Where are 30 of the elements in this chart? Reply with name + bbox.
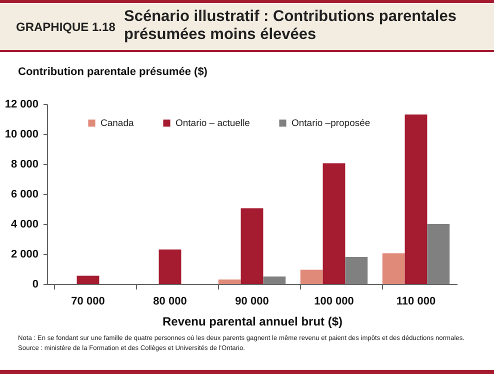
bar [404,114,428,284]
bar [76,276,100,284]
y-axis-title: Contribution parentale présumée ($) [18,66,208,78]
bar [427,224,450,284]
x-tick-label: 90 000 [235,296,269,308]
legend-label: Ontario –proposée [292,118,370,130]
y-tick-label: 6 000 [10,188,38,200]
y-tick-label: 0 [32,278,38,290]
bar [240,208,264,284]
bar [300,270,323,284]
y-tick-label: 10 000 [4,128,38,140]
chart-subtitle: GRAPHIQUE 1.18 [16,20,116,34]
bar [218,280,241,284]
x-tick-label: 110 000 [396,296,436,308]
legend-label: Canada [100,118,134,130]
bar [345,257,368,284]
x-tick-label: 80 000 [153,296,187,308]
legend-label: Ontario – actuelle [176,118,250,130]
y-tick-label: 4 000 [10,218,38,230]
bar [382,253,405,284]
y-tick-label: 2 000 [10,248,38,260]
chart-title: Scénario illustratif : Contributions parentales présumées moins élevées [124,8,458,44]
y-tick-label: 12 000 [4,98,38,110]
x-tick-label: 70 000 [71,296,105,308]
bar [263,276,286,284]
x-tick-label: 100 000 [314,296,354,308]
x-axis-title: Revenu parental annuel brut ($) [162,314,343,328]
bar [158,250,182,284]
bar [322,163,346,284]
y-tick-label: 8 000 [10,158,38,170]
